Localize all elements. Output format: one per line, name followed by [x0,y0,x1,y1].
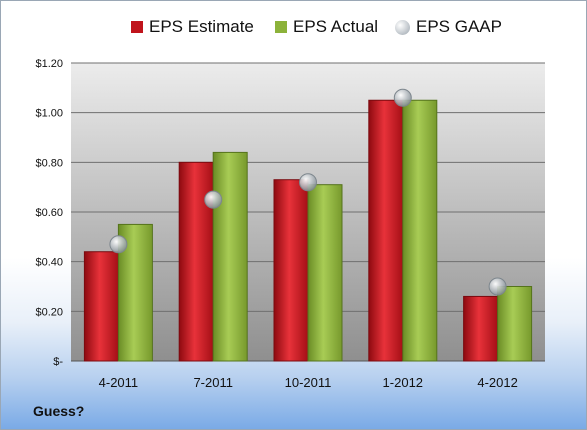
marker-eps-gaap [393,88,412,107]
marker-eps-gaap [204,190,223,209]
legend-item-eps-actual: EPS Actual [275,17,378,37]
bar-eps-actual [402,99,438,362]
x-tick-label: 4-2012 [477,375,517,390]
marker-eps-gaap [109,235,128,254]
x-tick-label: 7-2011 [193,375,233,390]
y-tick-label: $0.20 [35,306,63,318]
legend-item-eps-estimate: EPS Estimate [131,17,254,37]
y-tick-label: $0.60 [35,207,63,219]
legend-label-eps-estimate: EPS Estimate [149,17,254,36]
legend-swatch-eps-estimate [131,21,143,33]
y-tick-label: $0.80 [35,157,63,169]
bar-eps-actual [307,184,343,362]
y-tick-label: $0.40 [35,257,63,269]
footer-note: Guess? [33,403,85,419]
marker-eps-gaap [299,173,317,192]
chart-legend: EPS Estimate EPS Actual EPS GAAP [1,17,586,43]
bar-eps-actual [212,151,248,362]
legend-label-eps-gaap: EPS GAAP [416,17,502,36]
bar-eps-estimate [83,251,119,362]
marker-eps-gaap [488,277,507,296]
legend-label-eps-actual: EPS Actual [293,17,379,36]
bar-eps-actual [497,286,533,362]
x-tick-label: 10-2011 [285,375,332,390]
bar-eps-estimate [368,99,404,362]
legend-swatch-eps-actual [275,21,287,33]
legend-item-eps-gaap: EPS GAAP [395,17,502,37]
bar-eps-estimate [273,179,309,362]
bar-eps-estimate [463,295,499,362]
y-tick-label: $1.00 [35,108,63,120]
legend-swatch-eps-gaap [395,19,410,35]
bar-eps-estimate [178,161,214,362]
y-tick-label: $- [53,356,63,368]
x-tick-label: 4-2011 [99,375,139,390]
y-tick-label: $1.20 [35,58,63,70]
x-tick-label: 1-2012 [383,375,423,390]
